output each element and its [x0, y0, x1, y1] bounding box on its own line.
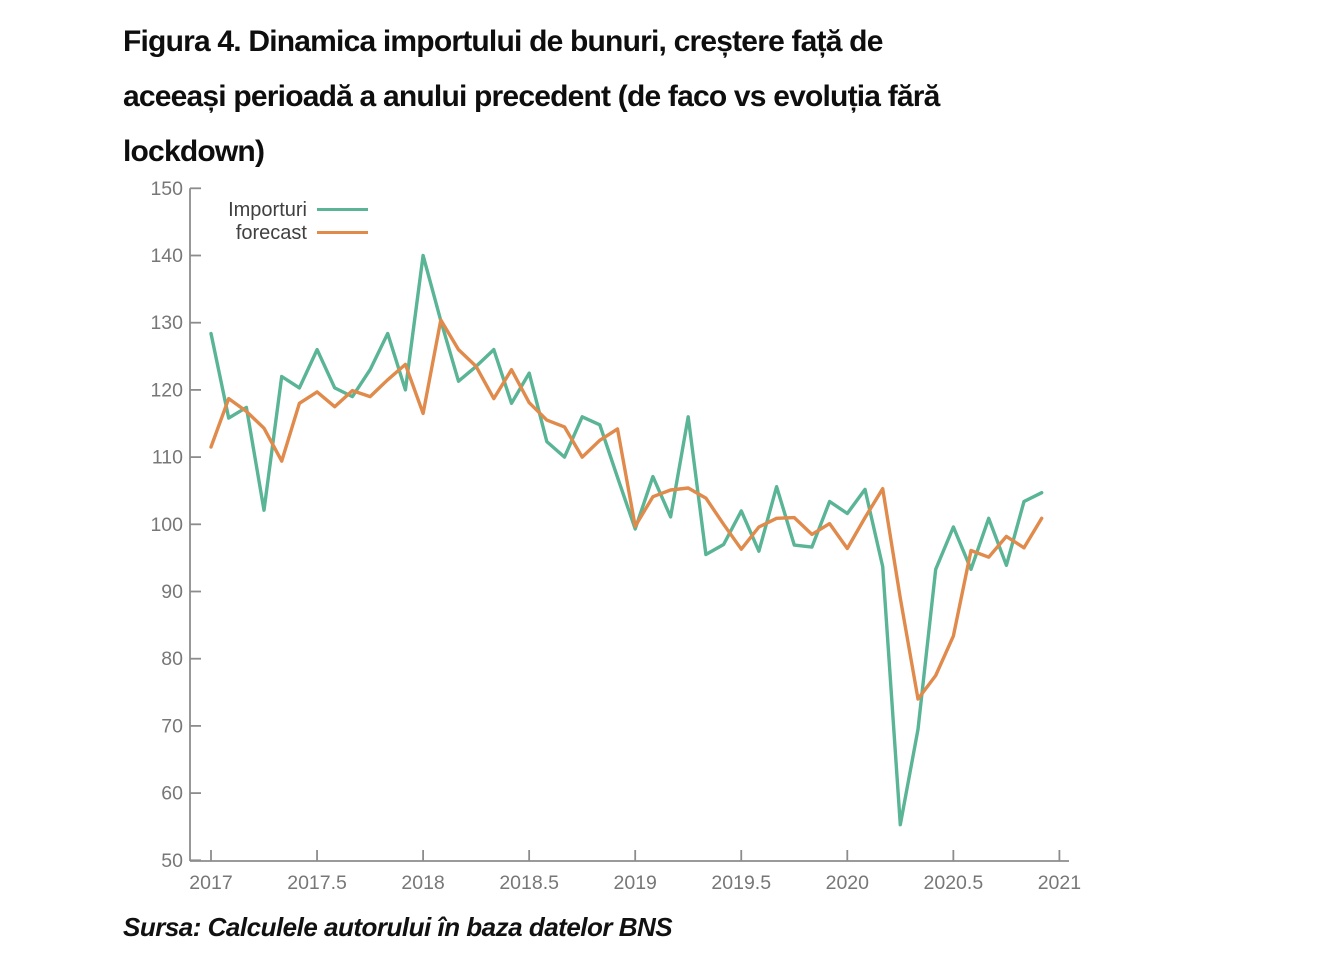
- y-tick-label: 130: [150, 312, 183, 334]
- y-tick-label: 110: [152, 447, 183, 469]
- figure-title-line-3: lockdown): [123, 135, 265, 168]
- x-tick-label: 2020: [826, 872, 870, 894]
- y-tick-label: 60: [161, 783, 183, 805]
- importuri-line: [209, 253, 1044, 827]
- figure-title-line-1: Figura 4. Dinamica importului de bunuri,…: [123, 25, 883, 58]
- x-tick-label: 2018.5: [499, 872, 559, 894]
- figure-title: Figura 4. Dinamica importului de bunuri,…: [123, 14, 1203, 179]
- x-tick-label: 2017.5: [287, 872, 347, 894]
- legend-label-importuri: Importuri: [228, 199, 307, 221]
- y-tick-label: 70: [161, 715, 183, 737]
- y-tick-label: 90: [161, 581, 183, 603]
- x-tick-label: 2017: [189, 872, 232, 894]
- y-tick-label: 80: [161, 648, 183, 670]
- x-tick-label: 2021: [1038, 872, 1081, 894]
- legend-label-forecast: forecast: [236, 222, 308, 244]
- x-tick-label: 2019.5: [711, 872, 771, 894]
- figure-title-line-2: aceeași perioadă a anului precedent (de …: [123, 80, 940, 113]
- y-tick-label: 150: [150, 178, 183, 200]
- y-tick-label: 50: [161, 850, 183, 872]
- y-tick-label: 100: [150, 514, 183, 536]
- source-note: Sursa: Calculele autorului în baza datel…: [123, 912, 673, 942]
- y-tick-label: 120: [150, 379, 183, 401]
- x-tick-label: 2019: [614, 872, 657, 894]
- x-tick-label: 2018: [401, 872, 444, 894]
- x-tick-label: 2020.5: [924, 872, 984, 894]
- y-tick-label: 140: [150, 245, 183, 267]
- forecast-line: [209, 318, 1044, 701]
